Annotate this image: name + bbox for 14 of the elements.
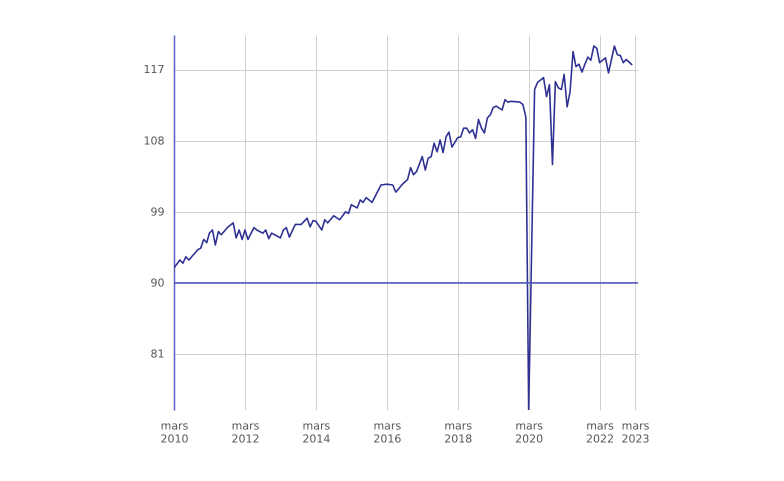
line-series (174, 45, 634, 410)
x-tick-label: mars 2014 (302, 420, 330, 446)
x-tick-label: mars 2023 (621, 420, 650, 446)
y-tick-label: 117 (144, 63, 164, 76)
y-tick-label: 81 (150, 347, 164, 360)
x-tick-label: mars 2020 (515, 420, 544, 446)
x-tick-label: mars 2016 (373, 420, 402, 446)
y-tick-label: 108 (144, 134, 164, 148)
y-tick-label: 90 (150, 276, 164, 290)
x-tick-label: mars 2018 (444, 420, 472, 446)
x-tick-label: mars 2022 (586, 420, 614, 446)
y-tick-label: 99 (150, 205, 164, 218)
x-tick-label: mars 2010 (160, 420, 189, 446)
x-tick-label: mars 2012 (231, 420, 260, 446)
